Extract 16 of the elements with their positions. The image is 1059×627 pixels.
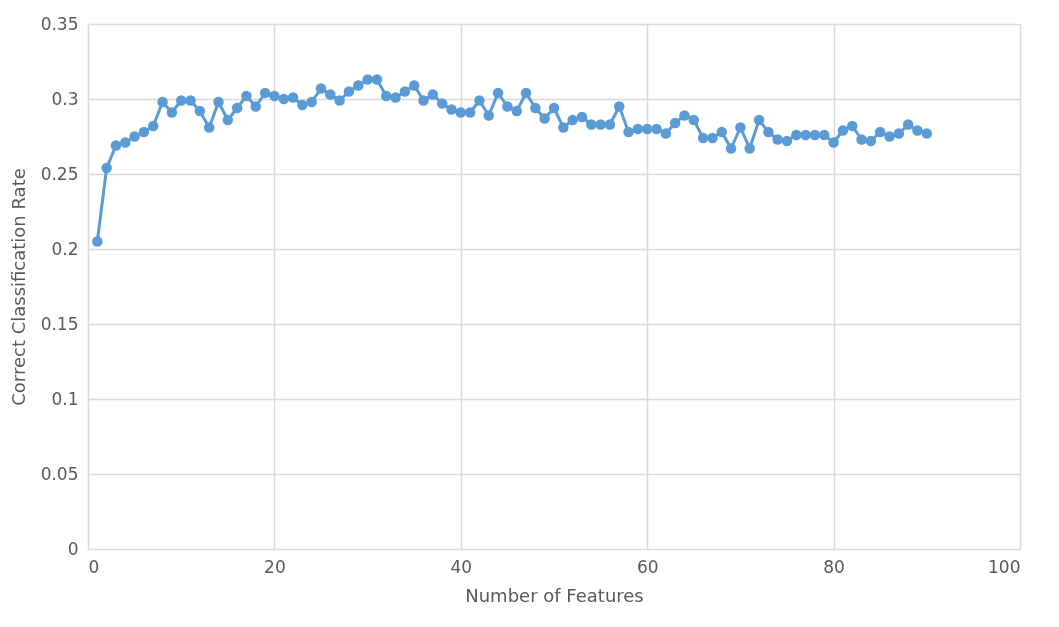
x-axis-title: Number of Features bbox=[465, 584, 644, 606]
y-tick-label: 0.35 bbox=[40, 13, 79, 34]
y-tick-label: 0.2 bbox=[51, 238, 79, 259]
x-tick-label: 80 bbox=[823, 556, 845, 577]
y-tick-label: 0.1 bbox=[51, 388, 79, 409]
x-tick-label: 40 bbox=[450, 556, 473, 577]
x-tick-label: 100 bbox=[988, 556, 1021, 577]
y-tick-label: 0.3 bbox=[51, 88, 79, 109]
y-tick-label: 0.25 bbox=[40, 163, 79, 184]
y-axis-title: Correct Classification Rate bbox=[7, 168, 29, 406]
y-tick-label: 0.05 bbox=[40, 463, 79, 484]
x-tick-label: 0 bbox=[88, 556, 100, 577]
x-tick-label: 60 bbox=[636, 556, 659, 577]
x-tick-label: 20 bbox=[264, 556, 286, 577]
y-tick-label: 0.15 bbox=[40, 313, 79, 334]
y-tick-label: 0 bbox=[67, 538, 79, 559]
